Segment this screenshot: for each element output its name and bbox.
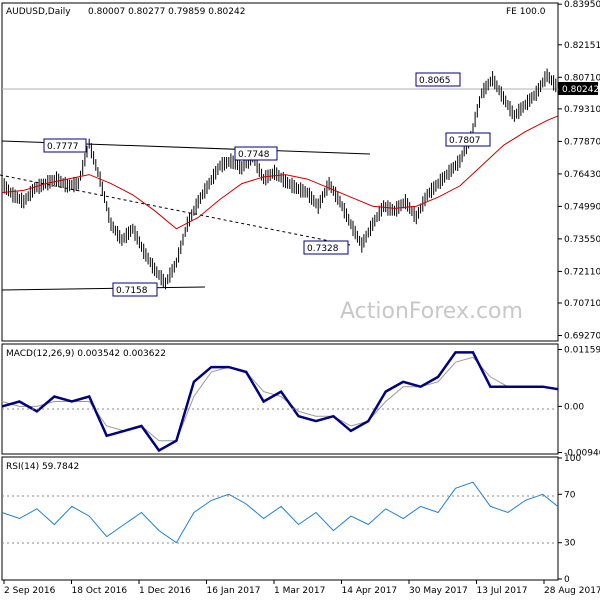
rsi-line bbox=[1, 481, 559, 544]
rsi-tick-label: 0 bbox=[564, 575, 570, 585]
price-tick-label: 0.79310 bbox=[564, 105, 600, 115]
svg-text:0.7807: 0.7807 bbox=[449, 136, 481, 146]
label-07328: 0.7328 bbox=[303, 240, 349, 255]
label-07158: 0.7158 bbox=[112, 282, 158, 297]
x-tick-label: 2 Sep 2016 bbox=[4, 586, 56, 596]
price-panel-frame bbox=[1, 2, 559, 342]
label-07807: 0.7807 bbox=[445, 132, 491, 147]
chart-title: AUDUSD,Daily bbox=[6, 7, 71, 17]
macd-tick-label: 0.01159 bbox=[564, 346, 600, 356]
macd-line bbox=[1, 351, 559, 453]
price-tick-label: 0.70710 bbox=[564, 299, 600, 309]
price-tick-label: 0.74990 bbox=[564, 202, 600, 212]
price-tick-label: 0.77870 bbox=[564, 137, 600, 147]
price-y-axis: 0.83950 0.82151 0.80710 0.79310 0.77870 0.764… bbox=[558, 0, 600, 342]
macd-y-axis: 0.01159 0.00 -0.009408 bbox=[558, 346, 600, 459]
label-07748: 0.7748 bbox=[234, 146, 278, 161]
svg-text:0.80242: 0.80242 bbox=[562, 85, 599, 95]
svg-text:0.7777: 0.7777 bbox=[47, 142, 79, 152]
x-tick-label: 14 Apr 2017 bbox=[342, 586, 398, 596]
svg-text:0.8065: 0.8065 bbox=[419, 76, 451, 86]
svg-text:0.7328: 0.7328 bbox=[307, 244, 339, 254]
svg-text:0.7748: 0.7748 bbox=[238, 150, 270, 160]
x-tick-label: 16 Jan 2017 bbox=[207, 586, 261, 596]
rsi-panel-frame bbox=[1, 456, 559, 581]
rsi-y-axis: 100 70 30 0 bbox=[558, 454, 581, 585]
price-tick-label: 0.72110 bbox=[564, 267, 600, 277]
price-tick-label: 0.83950 bbox=[564, 0, 600, 10]
macd-title: MACD(12,26,9) 0.003542 0.003622 bbox=[6, 349, 166, 359]
x-tick-label: 1 Dec 2016 bbox=[139, 586, 191, 596]
fe-label: FE 100.0 bbox=[506, 7, 546, 17]
rsi-tick-label: 100 bbox=[564, 454, 581, 464]
macd-tick-label: -0.009408 bbox=[564, 449, 600, 459]
x-tick-label: 30 May 2017 bbox=[409, 586, 468, 596]
macd-tick-label: 0.00 bbox=[564, 402, 584, 412]
x-tick-label: 28 Aug 2017 bbox=[544, 586, 600, 596]
rsi-tick-label: 30 bbox=[564, 539, 576, 549]
x-tick-label: 1 Mar 2017 bbox=[274, 586, 325, 596]
support-line bbox=[1, 286, 206, 291]
x-tick-label: 13 Jul 2017 bbox=[477, 586, 528, 596]
x-tick-label: 18 Oct 2016 bbox=[72, 586, 128, 596]
price-tick-label: 0.69270 bbox=[564, 332, 600, 342]
rsi-title: RSI(14) 59.7842 bbox=[6, 462, 79, 472]
x-axis: 2 Sep 2016 18 Oct 2016 1 Dec 2016 16 Jan 20… bbox=[3, 580, 600, 596]
rsi-tick-label: 70 bbox=[564, 490, 576, 500]
label-07777: 0.7777 bbox=[43, 138, 87, 153]
ohlc-readout: 0.80007 0.80277 0.79859 0.80242 bbox=[88, 7, 245, 17]
current-price-marker: 0.80242 bbox=[558, 82, 599, 95]
watermark: ActionForex.com bbox=[340, 299, 523, 324]
price-tick-label: 0.82151 bbox=[564, 41, 600, 51]
ma-line bbox=[1, 115, 559, 230]
price-tick-label: 0.80710 bbox=[564, 73, 600, 83]
price-tick-label: 0.76430 bbox=[564, 170, 600, 180]
svg-text:0.7158: 0.7158 bbox=[116, 286, 148, 296]
macd-panel-frame bbox=[1, 343, 559, 455]
label-08065: 0.8065 bbox=[415, 72, 461, 87]
price-tick-label: 0.73550 bbox=[564, 235, 600, 245]
